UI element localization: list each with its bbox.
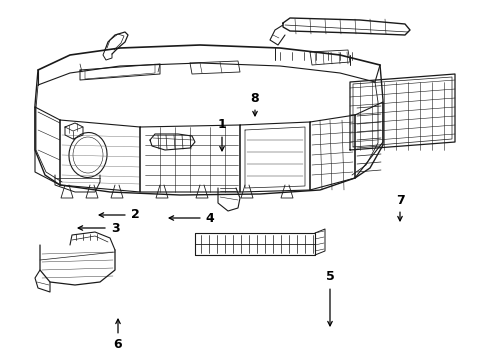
Text: 5: 5 <box>326 270 334 326</box>
Text: 2: 2 <box>99 208 139 221</box>
Text: 7: 7 <box>395 194 404 221</box>
Text: 3: 3 <box>78 221 119 234</box>
Text: 6: 6 <box>114 319 122 351</box>
Text: 4: 4 <box>169 211 215 225</box>
Text: 8: 8 <box>251 91 259 116</box>
Text: 1: 1 <box>218 118 226 151</box>
